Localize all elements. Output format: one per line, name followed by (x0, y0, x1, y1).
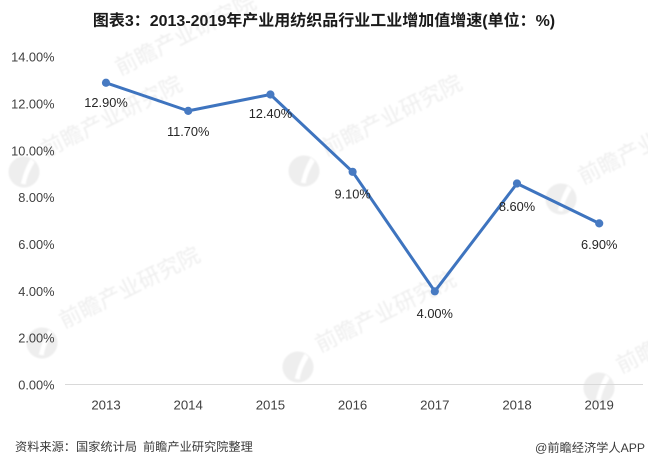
svg-text:8.60%: 8.60% (499, 199, 535, 214)
svg-text:11.70%: 11.70% (167, 124, 209, 139)
svg-text:4.00%: 4.00% (18, 284, 54, 299)
svg-text:4.00%: 4.00% (417, 306, 453, 321)
svg-text:9.10%: 9.10% (334, 187, 370, 202)
svg-text:6.00%: 6.00% (18, 237, 54, 252)
svg-text:10.00%: 10.00% (11, 143, 54, 158)
svg-text:6.90%: 6.90% (581, 237, 617, 252)
svg-text:2016: 2016 (338, 398, 367, 413)
svg-text:2015: 2015 (256, 398, 285, 413)
svg-text:3: 3 (125, 13, 134, 30)
svg-text:%): %) (536, 13, 556, 30)
svg-text:2017: 2017 (420, 398, 449, 413)
svg-text:2014: 2014 (174, 398, 203, 413)
svg-text:12.00%: 12.00% (11, 96, 54, 111)
svg-text:2018: 2018 (502, 398, 531, 413)
svg-text:14.00%: 14.00% (11, 50, 54, 65)
svg-text:8.00%: 8.00% (18, 190, 54, 205)
svg-text:12.40%: 12.40% (249, 106, 292, 121)
svg-text:2013: 2013 (91, 398, 120, 413)
svg-text:(: ( (482, 13, 488, 30)
svg-text:2013-2019: 2013-2019 (150, 13, 227, 30)
svg-text:@: @ (535, 441, 547, 455)
svg-text:2.00%: 2.00% (18, 331, 54, 346)
svg-text:0.00%: 0.00% (18, 378, 54, 393)
svg-text:12.90%: 12.90% (84, 95, 127, 110)
svg-text:APP: APP (621, 441, 645, 455)
svg-text:2019: 2019 (585, 398, 614, 413)
